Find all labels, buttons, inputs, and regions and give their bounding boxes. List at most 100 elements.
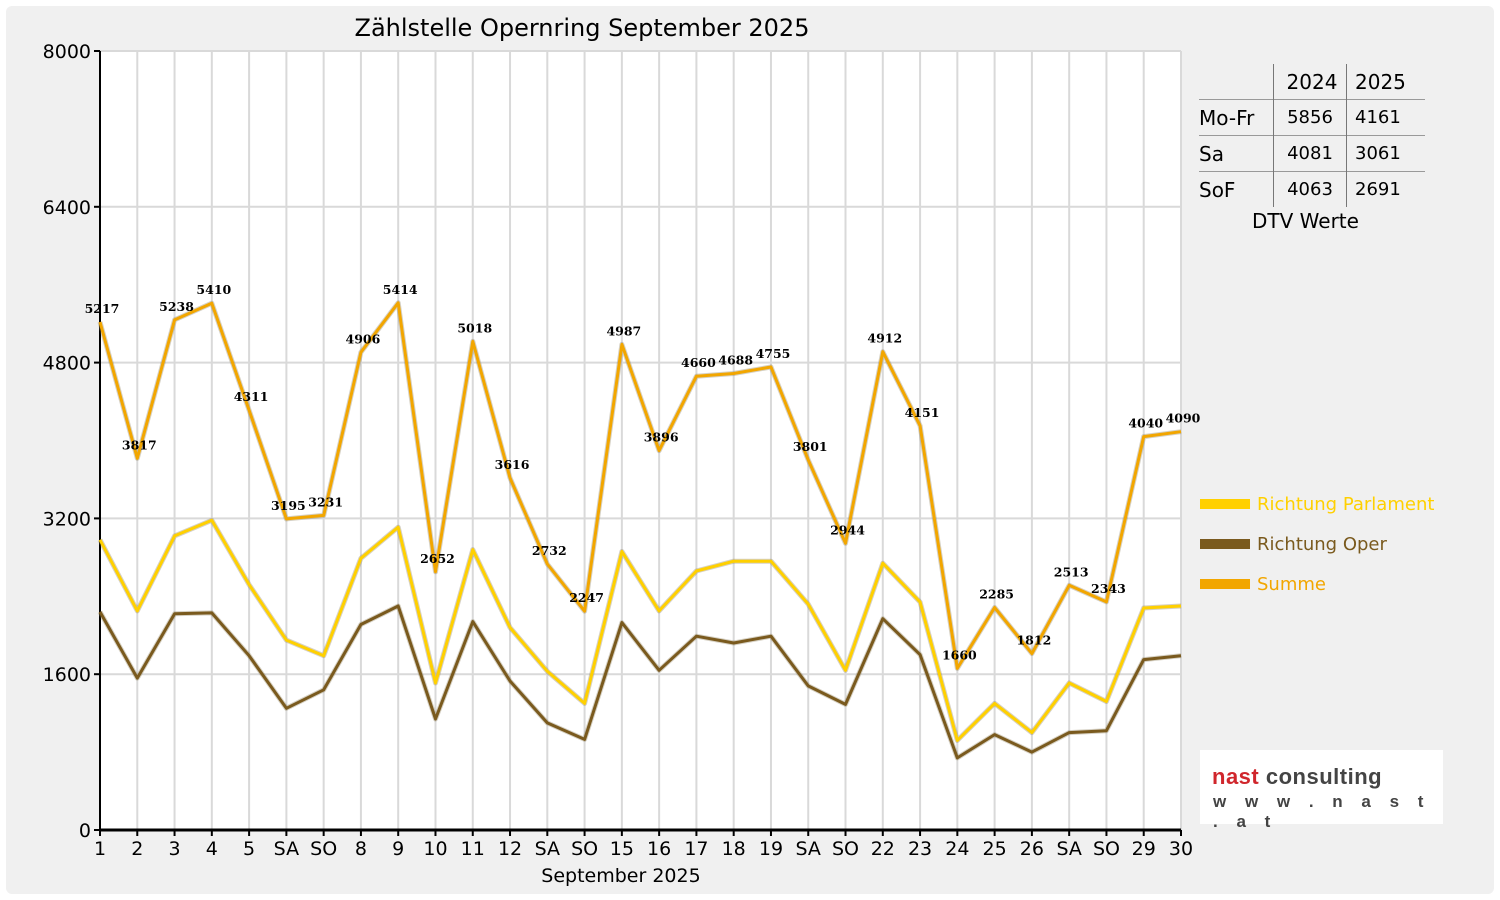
data-label: 4151	[905, 405, 940, 420]
x-tick-label: SO	[571, 838, 598, 860]
x-tick-label: 19	[759, 838, 783, 860]
dtv-value-2024: 4063	[1273, 171, 1347, 207]
data-label: 3896	[644, 430, 679, 445]
data-label: 4912	[867, 331, 902, 346]
series-lines	[97, 300, 1182, 761]
dtv-caption: DTV Werte	[1252, 209, 1359, 233]
dtv-header-2025: 2025	[1346, 64, 1425, 100]
series-line	[98, 604, 1182, 760]
legend-item-oper: Richtung Oper	[1200, 532, 1387, 556]
x-tick-label: SO	[832, 838, 859, 860]
company-logo: nast consulting w w w . n a s t . a t	[1200, 750, 1443, 831]
legend-label: Richtung Oper	[1257, 533, 1387, 555]
data-label: 4090	[1166, 411, 1201, 426]
x-tick-label: 3	[169, 838, 181, 860]
dtv-table: 2024 2025 Mo-Fr 5856 4161 Sa 4081 3061 S…	[1199, 64, 1425, 207]
dtv-row-label: SoF	[1199, 171, 1274, 207]
dtv-row: SoF 4063 2691	[1199, 171, 1425, 207]
x-tick-label: 23	[908, 838, 932, 860]
dtv-value-2025: 4161	[1346, 99, 1425, 136]
data-label: 5238	[159, 299, 194, 314]
x-tick-label: 16	[647, 838, 671, 860]
x-tick-label: 17	[684, 838, 708, 860]
legend-swatch	[1200, 499, 1250, 509]
x-tick-label: 4	[206, 838, 218, 860]
legend-label: Richtung Parlament	[1257, 493, 1435, 515]
data-label: 3231	[308, 494, 343, 509]
data-label: 3817	[122, 437, 157, 452]
y-tick-label: 0	[79, 820, 91, 842]
logo-wordmark: nast consulting	[1212, 764, 1382, 790]
dtv-header-2024: 2024	[1273, 64, 1347, 100]
y-tick-label: 8000	[43, 41, 91, 63]
x-tick-label: 18	[722, 838, 746, 860]
data-label: 3616	[495, 457, 530, 472]
x-tick-label: 22	[871, 838, 895, 860]
axes	[94, 50, 1182, 836]
legend-item-summe: Summe	[1200, 572, 1326, 596]
y-tick-label: 3200	[43, 508, 91, 530]
logo-word: consulting	[1265, 764, 1383, 789]
data-label: 4040	[1128, 416, 1163, 431]
dtv-header-empty	[1199, 64, 1274, 100]
x-tick-label: SA	[1056, 838, 1081, 860]
data-label: 4688	[718, 353, 753, 368]
grid-lines	[100, 50, 1182, 830]
dtv-row-label: Sa	[1199, 135, 1274, 172]
x-tick-label: 11	[461, 838, 485, 860]
data-label: 5217	[85, 301, 120, 316]
x-tick-labels: 1 2 3 4 5 SA SO 8 9 10 11 12 SA SO 15 16 17 18 19 SA SO 22 23 2…	[94, 838, 1193, 860]
x-tick-label: SA	[274, 838, 299, 860]
data-label: 2285	[979, 586, 1014, 601]
dtv-row-label: Mo-Fr	[1199, 99, 1274, 136]
x-tick-label: 12	[498, 838, 522, 860]
x-axis-title: September 2025	[541, 865, 700, 887]
x-tick-label: 29	[1132, 838, 1156, 860]
data-label: 5414	[383, 282, 418, 297]
x-tick-label: SA	[535, 838, 560, 860]
dtv-value-2024: 4081	[1273, 135, 1347, 172]
series-line	[98, 301, 1182, 670]
data-label: 4660	[681, 355, 716, 370]
data-label: 2513	[1054, 564, 1089, 579]
x-tick-label: 15	[610, 838, 634, 860]
x-tick-label: 25	[983, 838, 1007, 860]
x-tick-label: 1	[94, 838, 106, 860]
x-tick-label: 8	[355, 838, 367, 860]
chart-title: Zählstelle Opernring September 2025	[355, 14, 810, 42]
data-label: 4987	[606, 323, 641, 338]
x-tick-label: 24	[945, 838, 969, 860]
data-label: 5410	[196, 282, 231, 297]
data-label: 4906	[346, 331, 381, 346]
x-tick-label: 9	[392, 838, 404, 860]
y-tick-label: 1600	[43, 664, 91, 686]
x-tick-label: SA	[796, 838, 821, 860]
data-label: 3195	[271, 498, 306, 513]
x-tick-label: 5	[243, 838, 255, 860]
dtv-value-2025: 3061	[1346, 135, 1425, 172]
legend-item-parlament: Richtung Parlament	[1200, 492, 1434, 516]
data-label: 5018	[457, 320, 492, 335]
x-tick-label: SO	[1093, 838, 1120, 860]
y-tick-label: 6400	[43, 197, 91, 219]
y-tick-labels: 0 1600 3200 4800 6400 8000	[43, 41, 91, 842]
x-tick-label: 26	[1020, 838, 1044, 860]
data-label: 4311	[234, 389, 269, 404]
dtv-row: Sa 4081 3061	[1199, 135, 1425, 172]
legend-swatch	[1200, 579, 1250, 589]
dtv-value-2025: 2691	[1346, 171, 1425, 207]
dtv-header-row: 2024 2025	[1199, 64, 1425, 100]
data-label: 2247	[569, 590, 604, 605]
data-label: 3801	[793, 439, 828, 454]
data-label: 1660	[942, 647, 977, 662]
x-tick-label: 2	[131, 838, 143, 860]
legend-swatch	[1200, 539, 1250, 549]
plot-area	[100, 51, 1181, 830]
data-label: 2732	[532, 543, 567, 558]
logo-brand: nast	[1212, 764, 1260, 789]
x-tick-label: 30	[1169, 838, 1193, 860]
data-label: 2652	[420, 551, 455, 566]
y-tick-label: 4800	[43, 353, 91, 375]
x-tick-label: SO	[310, 838, 337, 860]
